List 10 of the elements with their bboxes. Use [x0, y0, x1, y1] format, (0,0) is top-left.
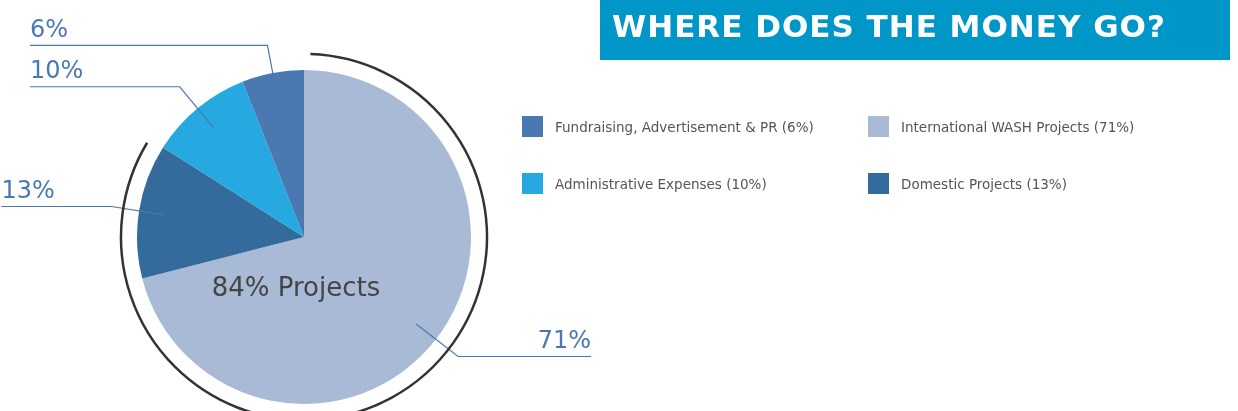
data-label: 10%	[30, 55, 84, 84]
legend-label: International WASH Projects (71%)	[901, 118, 1135, 135]
legend-label: Domestic Projects (13%)	[901, 175, 1067, 192]
legend-label: Administrative Expenses (10%)	[555, 175, 767, 192]
text: 84% Projects	[211, 271, 381, 302]
data-label: 6%	[30, 14, 69, 43]
data-label: 13%	[1, 175, 55, 204]
legend-label: Fundraising, Advertisement & PR (6%)	[555, 118, 814, 135]
chart-title: WHERE DOES THE MONEY GO?	[612, 8, 1166, 44]
data-label: 71%	[537, 325, 591, 354]
